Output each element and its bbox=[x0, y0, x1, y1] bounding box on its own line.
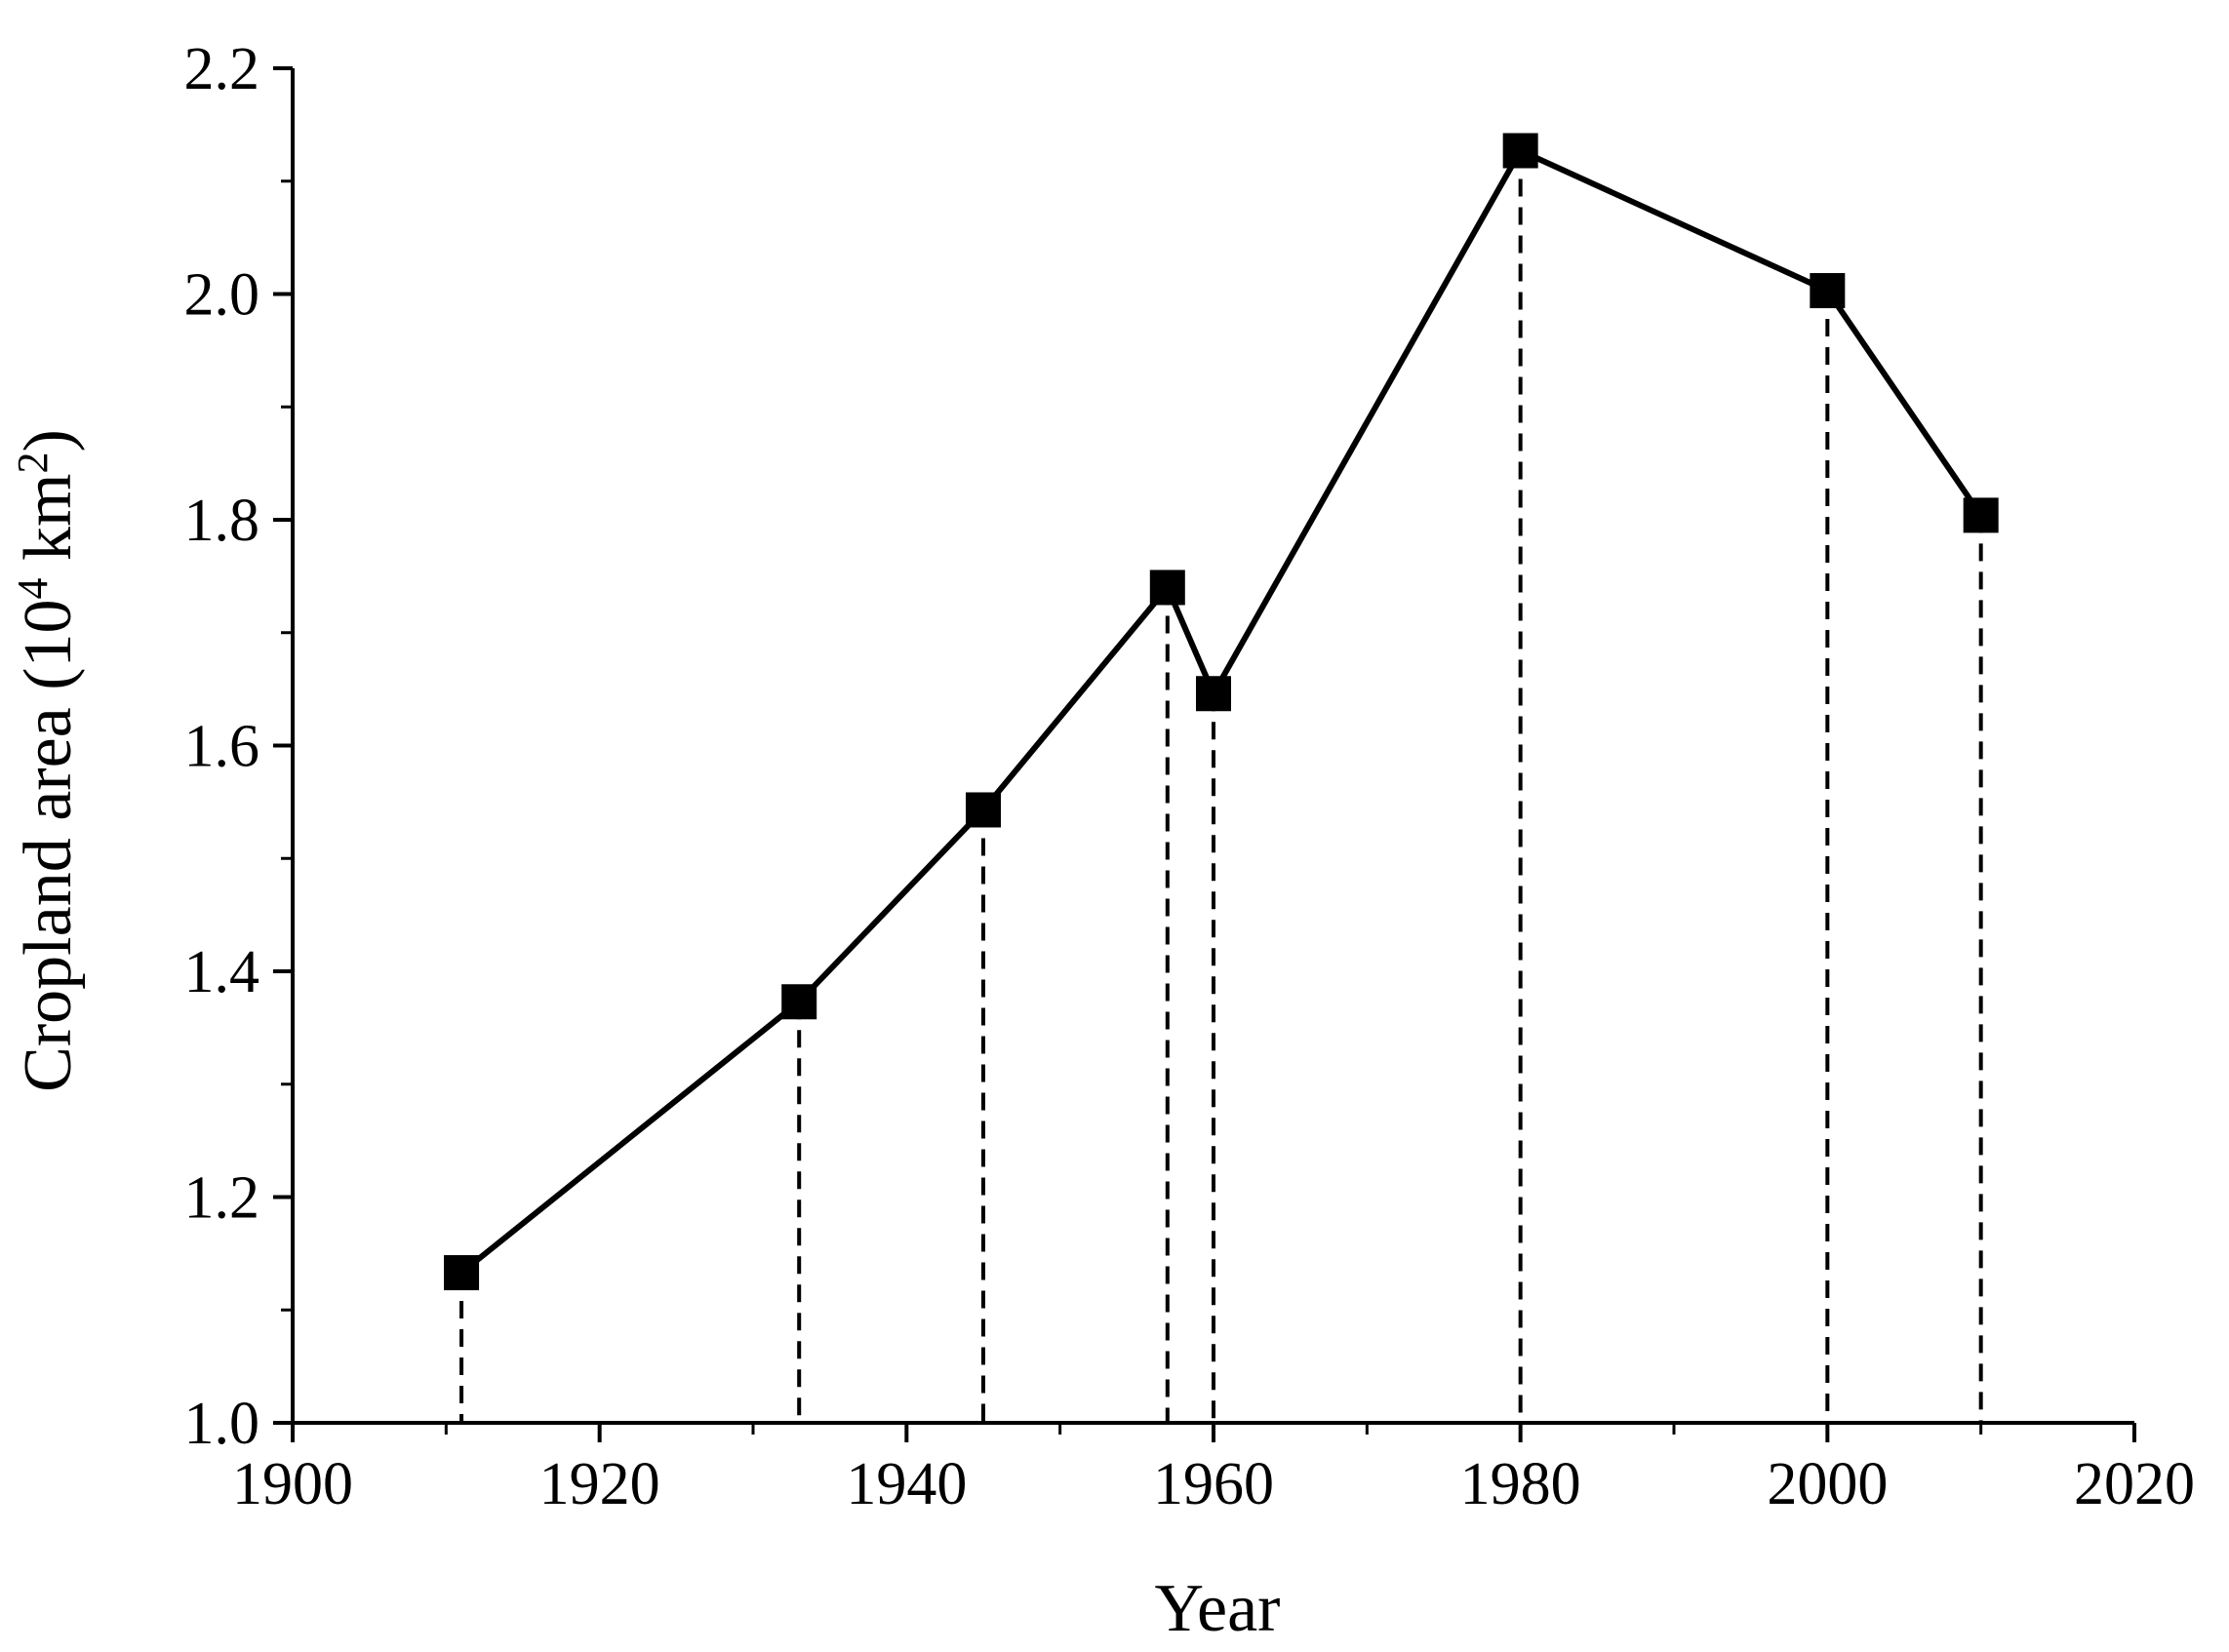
x-tick-label: 2020 bbox=[2074, 1451, 2195, 1517]
y-tick-label: 2.2 bbox=[184, 36, 260, 102]
x-tick-label: 1920 bbox=[539, 1451, 660, 1517]
y-tick-labels: 1.0 1.2 1.4 1.6 1.8 2.0 2.2 bbox=[184, 36, 260, 1457]
y-tick-label: 1.4 bbox=[184, 939, 260, 1005]
series-line bbox=[459, 146, 1984, 1276]
data-point-marker bbox=[1196, 676, 1231, 712]
series-group bbox=[444, 133, 1999, 1291]
x-tick-label: 2000 bbox=[1767, 1451, 1888, 1517]
data-point-marker bbox=[1502, 133, 1538, 169]
data-point-marker bbox=[781, 984, 817, 1020]
data-point-marker bbox=[1810, 273, 1846, 309]
y-axis-title: Cropland area (104 km2) bbox=[9, 429, 86, 1092]
axes bbox=[273, 66, 2136, 1442]
data-point-marker bbox=[1149, 570, 1185, 606]
x-tick-label: 1900 bbox=[232, 1451, 353, 1517]
data-point-marker bbox=[966, 792, 1001, 828]
y-tick-label: 1.2 bbox=[184, 1165, 260, 1232]
x-tick-labels: 1900 1920 1940 1960 1980 2000 2020 bbox=[232, 1451, 2195, 1517]
drop-lines bbox=[459, 150, 1983, 1423]
data-point-marker bbox=[1963, 497, 1999, 533]
data-point-marker bbox=[444, 1255, 480, 1291]
y-axis-title-end: ) bbox=[11, 429, 86, 452]
y-axis-title-sup1: 4 bbox=[9, 577, 57, 599]
x-tick-label: 1940 bbox=[846, 1451, 967, 1517]
y-tick-label: 1.8 bbox=[184, 488, 260, 554]
y-axis-title-sup2: 2 bbox=[9, 452, 57, 474]
y-axis-title-main: Cropland area (10 bbox=[11, 599, 86, 1091]
y-axis-title-mid: km bbox=[11, 474, 86, 578]
x-tick-label: 1980 bbox=[1460, 1451, 1581, 1517]
x-axis-title: Year bbox=[1155, 1571, 1281, 1646]
y-tick-label: 1.0 bbox=[184, 1391, 260, 1457]
y-tick-label: 2.0 bbox=[184, 262, 260, 329]
y-tick-label: 1.6 bbox=[184, 714, 260, 780]
x-tick-label: 1960 bbox=[1153, 1451, 1274, 1517]
